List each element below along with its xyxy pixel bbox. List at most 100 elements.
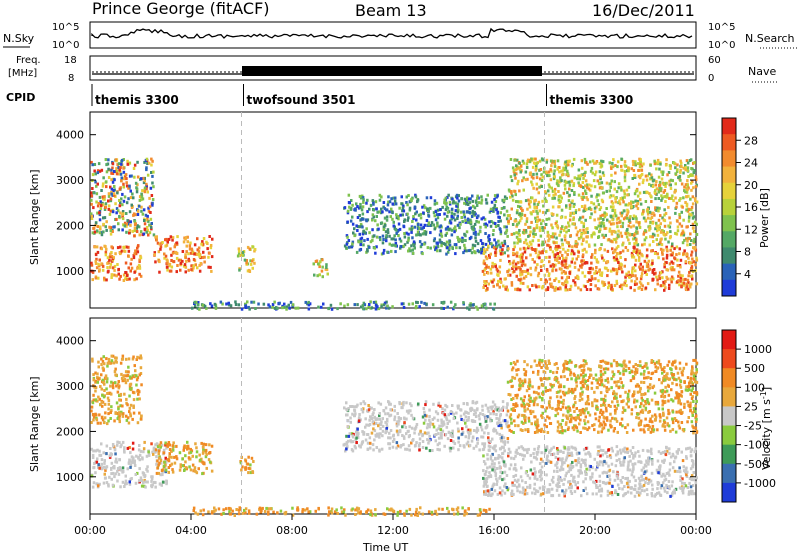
scatter-cell bbox=[561, 209, 564, 212]
scatter-cell bbox=[447, 228, 450, 231]
scatter-cell bbox=[308, 308, 311, 311]
scatter-cell bbox=[626, 274, 629, 277]
scatter-cell bbox=[484, 303, 487, 306]
scatter-cell bbox=[128, 410, 131, 413]
scatter-cell bbox=[121, 377, 124, 380]
scatter-cell bbox=[653, 268, 656, 271]
scatter-cell bbox=[383, 249, 386, 252]
scatter-cell bbox=[464, 219, 467, 222]
scatter-cell bbox=[501, 489, 504, 492]
scatter-cell bbox=[547, 189, 550, 192]
scatter-cell bbox=[98, 211, 101, 214]
scatter-cell bbox=[521, 256, 524, 259]
scatter-cell bbox=[359, 233, 362, 236]
scatter-cell bbox=[205, 449, 208, 452]
scatter-cell bbox=[93, 466, 96, 469]
scatter-cell bbox=[611, 463, 614, 466]
scatter-cell bbox=[185, 466, 188, 469]
scatter-cell bbox=[98, 467, 101, 470]
scatter-cell bbox=[514, 190, 517, 193]
scatter-cell bbox=[581, 259, 584, 262]
scatter-cell bbox=[267, 303, 270, 306]
scatter-cell bbox=[99, 259, 102, 262]
cpid-segment-label: themis 3300 bbox=[95, 93, 179, 107]
scatter-cell bbox=[118, 268, 121, 271]
scatter-cell bbox=[530, 200, 533, 203]
scatter-cell bbox=[521, 209, 524, 212]
scatter-cell bbox=[448, 413, 451, 416]
scatter-cell bbox=[457, 441, 460, 444]
scatter-cell bbox=[536, 183, 539, 186]
scatter-cell bbox=[196, 450, 199, 453]
scatter-cell bbox=[610, 215, 613, 218]
scatter-cell bbox=[382, 238, 385, 241]
scatter-cell bbox=[666, 257, 669, 260]
scatter-cell bbox=[118, 273, 121, 276]
scatter-cell bbox=[163, 451, 166, 454]
scatter-cell bbox=[366, 199, 369, 202]
scatter-cell bbox=[467, 221, 470, 224]
scatter-cell bbox=[90, 203, 93, 206]
scatter-cell bbox=[693, 161, 696, 164]
scatter-cell bbox=[138, 205, 141, 208]
scatter-cell bbox=[540, 265, 543, 268]
scatter-cell bbox=[403, 421, 406, 424]
scatter-cell bbox=[194, 243, 197, 246]
scatter-cell bbox=[685, 195, 688, 198]
scatter-cell bbox=[479, 226, 482, 229]
scatter-cell bbox=[116, 263, 119, 266]
scatter-cell bbox=[386, 427, 389, 430]
scatter-cell bbox=[619, 461, 622, 464]
scatter-cell bbox=[456, 194, 459, 197]
scatter-cell bbox=[690, 167, 693, 170]
scatter-cell bbox=[518, 221, 521, 224]
scatter-cell bbox=[110, 198, 113, 201]
scatter-cell bbox=[480, 195, 483, 198]
scatter-cell bbox=[447, 211, 450, 214]
scatter-cell bbox=[485, 420, 488, 423]
scatter-cell bbox=[384, 217, 387, 220]
scatter-cell bbox=[547, 231, 550, 234]
scatter-cell bbox=[622, 200, 625, 203]
scatter-cell bbox=[639, 198, 642, 201]
scatter-cell bbox=[169, 448, 172, 451]
scatter-cell bbox=[135, 384, 138, 387]
scatter-cell bbox=[574, 176, 577, 179]
scatter-cell bbox=[540, 222, 543, 225]
scatter-cell bbox=[586, 163, 589, 166]
scatter-cell bbox=[356, 428, 359, 431]
scatter-cell bbox=[489, 466, 492, 469]
scatter-cell bbox=[117, 391, 120, 394]
scatter-cell bbox=[573, 212, 576, 215]
scatter-cell bbox=[348, 239, 351, 242]
scatter-cell bbox=[610, 167, 613, 170]
scatter-cell bbox=[507, 274, 510, 277]
scatter-cell bbox=[373, 408, 376, 411]
scatter-cell bbox=[620, 158, 623, 161]
scatter-cell bbox=[680, 165, 683, 168]
scatter-cell bbox=[578, 208, 581, 211]
scatter-cell bbox=[580, 221, 583, 224]
scatter-cell bbox=[561, 254, 564, 257]
scatter-cell bbox=[143, 441, 146, 444]
scatter-cell bbox=[466, 307, 469, 310]
scatter-cell bbox=[541, 200, 544, 203]
scatter-cell bbox=[449, 240, 452, 243]
scatter-cell bbox=[668, 480, 671, 483]
scatter-cell bbox=[496, 283, 499, 286]
scatter-cell bbox=[137, 421, 140, 424]
scatter-cell bbox=[580, 288, 583, 291]
scatter-cell bbox=[171, 266, 174, 269]
scatter-cell bbox=[658, 191, 661, 194]
scatter-cell bbox=[659, 238, 662, 241]
scatter-cell bbox=[573, 205, 576, 208]
scatter-cell bbox=[403, 306, 406, 309]
scatter-cell bbox=[93, 462, 96, 465]
scatter-cell bbox=[440, 230, 443, 233]
scatter-cell bbox=[108, 358, 111, 361]
scatter-cell bbox=[568, 486, 571, 489]
scatter-cell bbox=[135, 186, 138, 189]
scatter-cell bbox=[97, 484, 100, 487]
scatter-cell bbox=[120, 173, 123, 176]
scatter-cell bbox=[124, 378, 127, 381]
